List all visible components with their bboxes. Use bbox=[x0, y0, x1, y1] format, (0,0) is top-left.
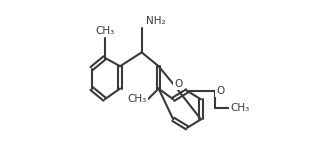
Text: CH₃: CH₃ bbox=[95, 26, 114, 36]
Text: CH₃: CH₃ bbox=[127, 94, 147, 104]
Text: O: O bbox=[216, 86, 225, 96]
Text: NH₂: NH₂ bbox=[146, 16, 165, 26]
Text: O: O bbox=[174, 79, 183, 89]
Text: CH₃: CH₃ bbox=[230, 103, 249, 113]
